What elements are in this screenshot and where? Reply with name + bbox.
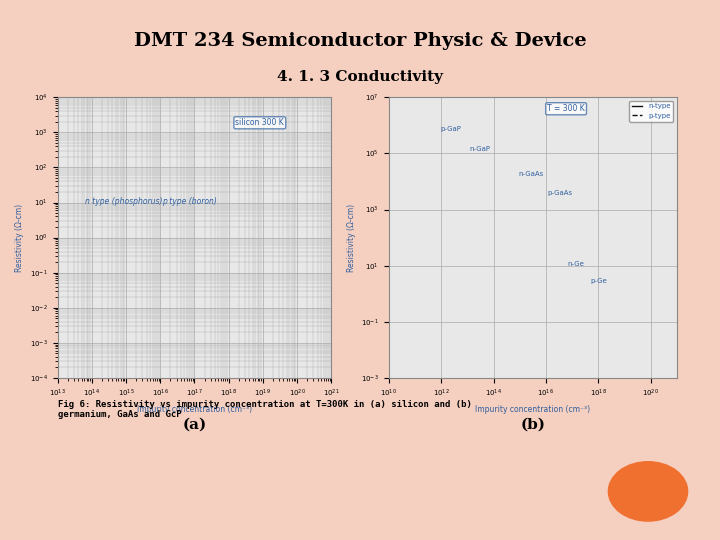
Text: silicon 300 K: silicon 300 K [235,118,284,127]
Text: p-GaAs: p-GaAs [547,191,572,197]
Text: Fig 6: Resistivity vs impurity concentration at T=300K in (a) silicon and (b)
ge: Fig 6: Resistivity vs impurity concentra… [58,400,472,419]
Text: 4. 1. 3 Conductivity: 4. 1. 3 Conductivity [277,70,443,84]
Text: T = 300 K: T = 300 K [547,104,585,113]
Text: n-Ge: n-Ge [567,261,584,267]
Text: p-GaP: p-GaP [441,126,462,132]
Text: DMT 234 Semiconductor Physic & Device: DMT 234 Semiconductor Physic & Device [134,32,586,50]
Y-axis label: Resistivity (Ω-cm): Resistivity (Ω-cm) [15,204,24,272]
Text: n-GaAs: n-GaAs [518,171,544,177]
Text: (b): (b) [521,417,545,431]
Text: (a): (a) [182,417,207,431]
Text: p-Ge: p-Ge [590,278,607,284]
Text: p type (boron): p type (boron) [161,197,217,206]
Text: n-GaP: n-GaP [469,146,490,152]
Text: n type (phosphorus): n type (phosphorus) [85,197,163,206]
X-axis label: Impurity concentration (cm⁻³): Impurity concentration (cm⁻³) [475,404,590,414]
Y-axis label: Resistivity (Ω-cm): Resistivity (Ω-cm) [347,204,356,272]
Legend: n-type, p-type: n-type, p-type [629,100,673,122]
X-axis label: Impurity concentration (cm⁻³): Impurity concentration (cm⁻³) [137,404,252,414]
